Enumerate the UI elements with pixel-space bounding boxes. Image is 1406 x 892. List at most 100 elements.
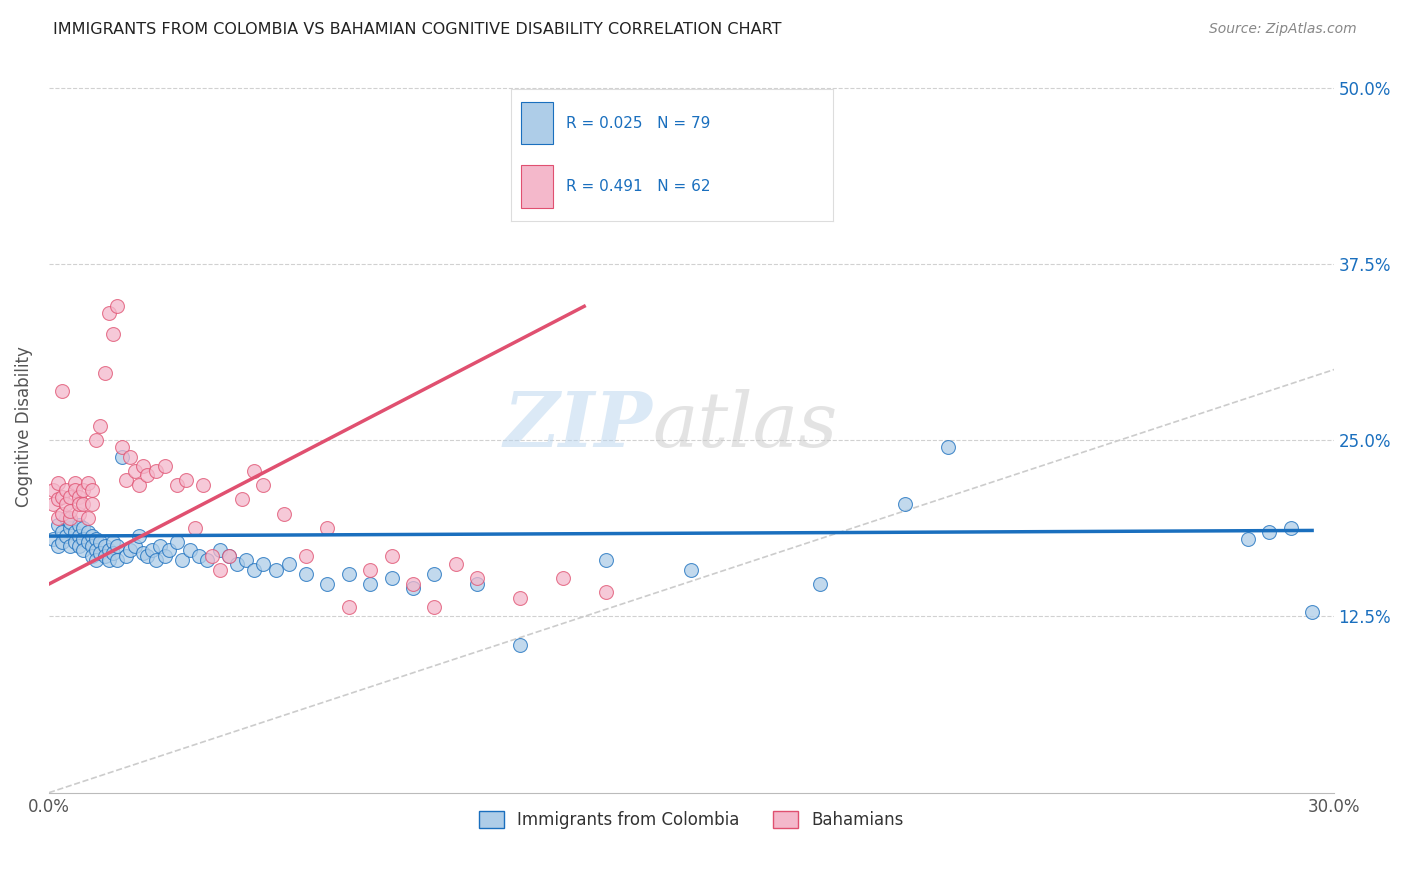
Point — [67, 517, 90, 532]
Point — [51, 524, 73, 539]
Text: ZIP: ZIP — [503, 389, 652, 463]
Point — [42, 497, 65, 511]
Point — [107, 553, 129, 567]
Point — [93, 539, 115, 553]
Point — [252, 558, 274, 572]
Point — [67, 539, 90, 553]
Point — [51, 490, 73, 504]
Point — [51, 507, 73, 521]
Point — [67, 529, 90, 543]
Point — [153, 549, 176, 563]
Point — [402, 581, 425, 595]
Point — [120, 543, 142, 558]
Point — [509, 638, 531, 652]
Point — [174, 473, 197, 487]
Point — [218, 549, 240, 563]
Point — [89, 534, 111, 549]
Point — [63, 475, 86, 490]
Point — [72, 483, 94, 497]
Point — [46, 517, 69, 532]
Point — [1237, 532, 1260, 546]
Point — [55, 483, 77, 497]
Point — [157, 543, 180, 558]
Text: Source: ZipAtlas.com: Source: ZipAtlas.com — [1209, 22, 1357, 37]
Point — [252, 478, 274, 492]
Point — [59, 510, 82, 524]
Point — [191, 478, 214, 492]
Point — [136, 549, 159, 563]
Point — [465, 571, 488, 585]
Point — [103, 546, 125, 560]
Text: IMMIGRANTS FROM COLOMBIA VS BAHAMIAN COGNITIVE DISABILITY CORRELATION CHART: IMMIGRANTS FROM COLOMBIA VS BAHAMIAN COG… — [53, 22, 782, 37]
Point — [166, 478, 188, 492]
Point — [231, 492, 253, 507]
Point — [63, 534, 86, 549]
Point — [226, 558, 249, 572]
Point — [59, 521, 82, 535]
Point — [84, 434, 107, 448]
Point — [359, 577, 381, 591]
Point — [337, 599, 360, 614]
Point — [59, 539, 82, 553]
Point — [595, 585, 617, 599]
Point — [128, 478, 150, 492]
Point — [120, 450, 142, 464]
Point — [46, 510, 69, 524]
Point — [84, 532, 107, 546]
Point — [936, 440, 959, 454]
Point — [209, 563, 232, 577]
Point — [103, 534, 125, 549]
Point — [59, 515, 82, 529]
Point — [243, 464, 266, 478]
Point — [84, 553, 107, 567]
Point — [59, 504, 82, 518]
Point — [132, 546, 155, 560]
Point — [59, 490, 82, 504]
Point — [145, 553, 167, 567]
Point — [509, 591, 531, 606]
Point — [273, 507, 295, 521]
Point — [111, 450, 134, 464]
Legend: Immigrants from Colombia, Bahamians: Immigrants from Colombia, Bahamians — [472, 804, 910, 836]
Point — [97, 553, 120, 567]
Point — [153, 458, 176, 473]
Point — [97, 543, 120, 558]
Point — [201, 549, 224, 563]
Point — [67, 490, 90, 504]
Point — [46, 475, 69, 490]
Point — [894, 497, 917, 511]
Point — [316, 521, 339, 535]
Point — [124, 464, 146, 478]
Point — [76, 534, 98, 549]
Point — [1258, 524, 1281, 539]
Point — [97, 306, 120, 320]
Point — [166, 534, 188, 549]
Point — [128, 529, 150, 543]
Point — [149, 539, 172, 553]
Point — [179, 543, 201, 558]
Point — [423, 599, 446, 614]
Point — [107, 539, 129, 553]
Point — [277, 558, 299, 572]
Point — [183, 521, 205, 535]
Point — [132, 458, 155, 473]
Point — [42, 483, 65, 497]
Point — [89, 419, 111, 434]
Point — [80, 529, 103, 543]
Point — [67, 507, 90, 521]
Point — [337, 567, 360, 582]
Point — [136, 468, 159, 483]
Point — [107, 299, 129, 313]
Point — [264, 563, 287, 577]
Point — [209, 543, 232, 558]
Point — [218, 549, 240, 563]
Point — [76, 475, 98, 490]
Point — [46, 492, 69, 507]
Point — [402, 577, 425, 591]
Y-axis label: Cognitive Disability: Cognitive Disability — [15, 346, 32, 507]
Point — [42, 532, 65, 546]
Text: atlas: atlas — [652, 389, 838, 463]
Point — [51, 384, 73, 398]
Point — [72, 532, 94, 546]
Point — [380, 549, 402, 563]
